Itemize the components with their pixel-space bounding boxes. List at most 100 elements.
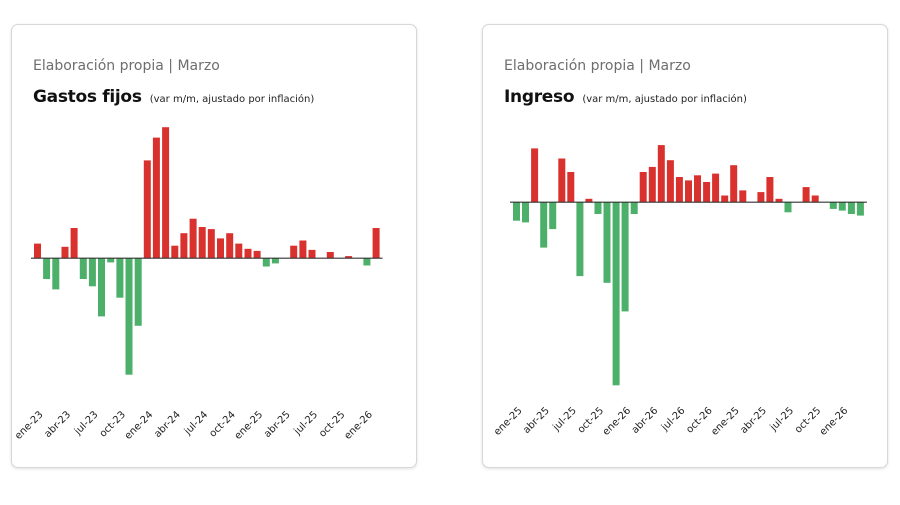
bar <box>666 160 674 203</box>
bar <box>171 245 179 259</box>
x-tick-label: jul-25 <box>292 409 320 437</box>
bar <box>721 195 729 203</box>
bar <box>730 165 738 203</box>
bar <box>372 228 380 259</box>
bar <box>639 172 647 203</box>
bar <box>757 192 765 203</box>
bar <box>712 173 720 203</box>
bar <box>217 238 224 259</box>
bar <box>198 227 206 259</box>
x-tick-label: jul-26 <box>659 405 687 433</box>
bar <box>612 202 620 386</box>
x-tick-label: ene-25 <box>492 405 525 438</box>
x-tick-label: jul-25 <box>550 405 578 433</box>
x-tick-label: ene-24 <box>123 409 156 442</box>
bar <box>271 258 279 264</box>
bar <box>143 160 151 259</box>
bar <box>703 182 711 203</box>
bar <box>61 246 69 259</box>
bar <box>585 198 593 203</box>
bar <box>98 258 105 317</box>
bar <box>262 258 270 267</box>
bar <box>594 202 602 214</box>
chart-source: Elaboración propia | Marzo <box>33 58 220 74</box>
bar <box>180 233 188 259</box>
bar <box>79 258 87 279</box>
bar <box>766 177 774 203</box>
x-tick-label: abr-24 <box>152 409 183 440</box>
x-tick-label: jul-24 <box>182 409 210 437</box>
chart-title-row: Gastos fijos (var m/m, ajustado por infl… <box>33 87 314 107</box>
bar <box>107 258 115 263</box>
bar <box>775 198 783 203</box>
x-tick-label: ene-26 <box>818 405 851 438</box>
chart-title: Gastos fijos <box>33 87 142 107</box>
x-tick-label: abr-26 <box>630 405 661 436</box>
bar <box>162 127 170 259</box>
bar <box>513 202 520 221</box>
bar <box>549 202 557 230</box>
bar <box>189 218 197 259</box>
chart-source: Elaboración propia | Marzo <box>504 58 691 74</box>
x-tick-label: jul-25 <box>768 405 796 433</box>
bar <box>856 202 864 216</box>
bar <box>531 148 539 203</box>
chart-title: Ingreso <box>504 87 575 107</box>
bar <box>540 202 548 248</box>
x-tick-label: abr-25 <box>262 409 293 440</box>
x-tick-label: ene-25 <box>233 409 266 442</box>
bar <box>235 243 243 259</box>
bar <box>299 240 307 259</box>
bar <box>630 202 638 214</box>
bar <box>802 187 810 203</box>
bar <box>603 202 611 283</box>
bar <box>811 195 819 203</box>
x-tick-label: ene-26 <box>343 409 376 442</box>
bar <box>70 228 78 259</box>
bar <box>567 172 575 203</box>
bar <box>685 180 692 203</box>
chart-title-row: Ingreso (var m/m, ajustado por inflación… <box>504 87 747 107</box>
bar <box>576 202 584 277</box>
bar <box>694 175 701 203</box>
x-tick-label: ene-26 <box>601 405 634 438</box>
bar <box>152 137 160 259</box>
bar <box>739 190 747 203</box>
bar <box>621 202 629 312</box>
x-tick-label: abr-25 <box>521 405 552 436</box>
bar <box>558 158 566 203</box>
bar <box>125 258 133 375</box>
bar <box>363 258 371 266</box>
x-tick-label: jul-23 <box>72 409 100 437</box>
bar <box>52 258 60 290</box>
bar <box>326 252 334 259</box>
bar <box>657 145 665 203</box>
bar <box>34 243 41 259</box>
chart-subtitle: (var m/m, ajustado por inflación) <box>149 94 315 105</box>
bar <box>244 248 252 259</box>
bar <box>829 202 837 209</box>
chart-card-ingreso: Elaboración propia | Marzo Ingreso (var … <box>482 24 888 468</box>
x-tick-label: ene-25 <box>709 405 742 438</box>
bar <box>134 258 142 326</box>
chart-subtitle: (var m/m, ajustado por inflación) <box>582 94 747 105</box>
bar <box>226 233 234 259</box>
bar <box>648 166 656 203</box>
bar <box>522 202 529 223</box>
x-tick-label: abr-25 <box>738 405 769 436</box>
bar <box>308 249 316 259</box>
bar <box>345 256 353 259</box>
bar <box>675 177 683 203</box>
bar <box>784 202 792 213</box>
bar <box>847 202 855 214</box>
chart-card-gastos-fijos: Elaboración propia | Marzo Gastos fijos … <box>11 24 417 468</box>
bar <box>207 229 215 259</box>
x-tick-label: abr-23 <box>43 409 74 440</box>
bar <box>43 258 51 279</box>
bar <box>116 258 124 298</box>
bar <box>838 202 846 211</box>
bar <box>290 245 298 259</box>
x-tick-label: ene-23 <box>13 409 46 442</box>
